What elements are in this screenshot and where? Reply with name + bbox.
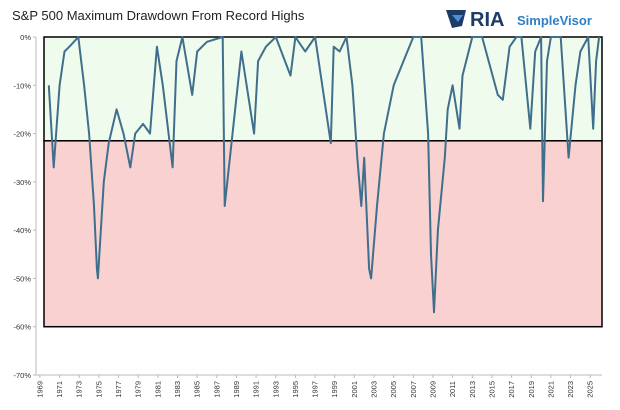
x-tick-label: 2021 (546, 381, 555, 398)
x-tick-label: 1973 (75, 381, 84, 398)
x-tick-label: 1969 (35, 381, 44, 398)
x-tick-label: 2023 (566, 381, 575, 398)
logo-icon-accent (452, 15, 463, 22)
brand-product: SimpleVisor (517, 13, 592, 28)
x-tick-label: 1985 (193, 381, 202, 398)
chart-title: S&P 500 Maximum Drawdown From Record Hig… (12, 8, 305, 23)
y-tick-label: -40% (13, 226, 31, 235)
y-tick-label: -10% (13, 81, 31, 90)
x-tick-label: 1987 (212, 381, 221, 398)
x-tick-label: 2013 (468, 381, 477, 398)
x-tick-label: 1975 (94, 381, 103, 398)
drawdown-line (47, 36, 601, 314)
y-tick-label: -60% (13, 323, 31, 332)
x-tick-label: 2015 (487, 381, 496, 398)
x-tick-label: 1979 (134, 381, 143, 398)
x-tick-label: 1989 (232, 381, 241, 398)
x-tick-label: 2011 (448, 381, 457, 397)
threshold-band (43, 140, 603, 328)
x-tick-label: 1991 (252, 381, 261, 398)
y-tick-label: -70% (13, 371, 31, 380)
x-tick-label: 1997 (311, 381, 320, 398)
x-tick-label: 1981 (153, 381, 162, 398)
x-tick-label: 2019 (527, 381, 536, 398)
x-tick-label: 1977 (114, 381, 123, 398)
x-tick-label: 1993 (271, 381, 280, 398)
x-tick-label: 2003 (370, 381, 379, 398)
x-tick-label: 2025 (586, 381, 595, 398)
x-tick-label: 2017 (507, 381, 516, 398)
x-tick-label: 2009 (428, 381, 437, 398)
y-tick-label: -20% (13, 130, 31, 139)
x-tick-label: 2007 (409, 381, 418, 398)
logo: RIA SimpleVisor (446, 9, 592, 31)
y-tick-label: -50% (13, 274, 31, 283)
x-tick-label: 1983 (173, 381, 182, 398)
brand: RIA (470, 9, 504, 31)
x-tick-label: 2001 (350, 381, 359, 398)
x-tick-label: 1995 (291, 381, 300, 398)
y-tick-label: 0% (20, 33, 31, 42)
x-tick-label: 2005 (389, 381, 398, 398)
x-tick-label: 1999 (330, 381, 339, 398)
x-tick-label: 1971 (55, 381, 64, 398)
y-tick-label: -30% (13, 178, 31, 187)
